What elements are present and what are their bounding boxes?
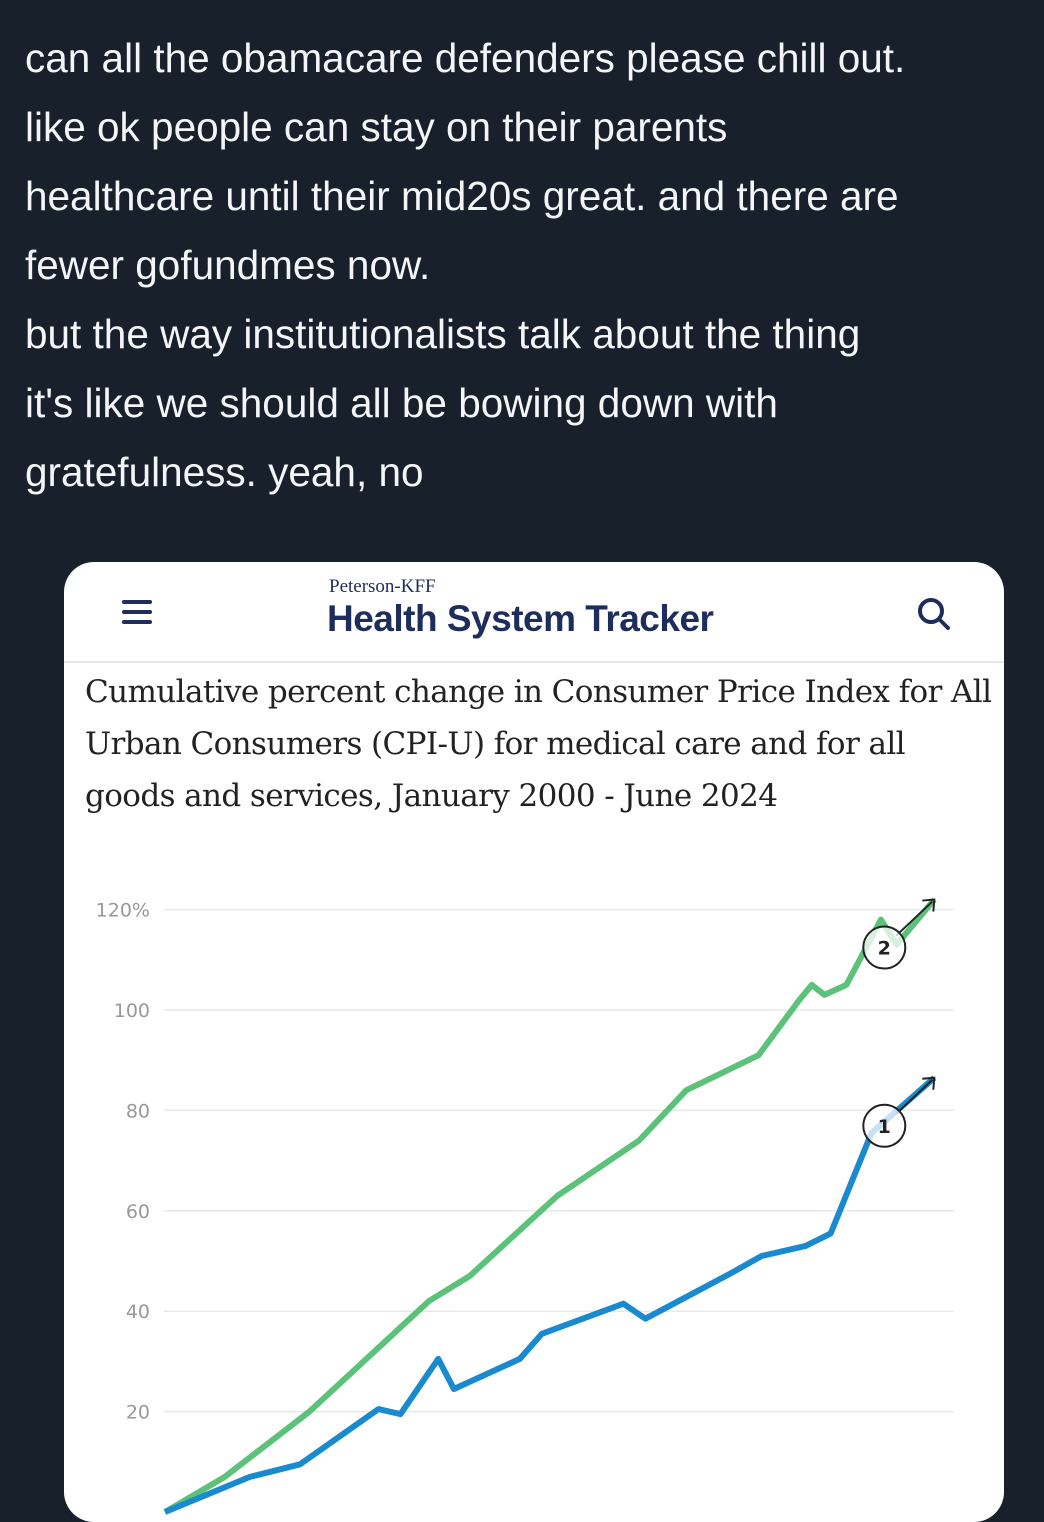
annotation-arrow [895, 1079, 933, 1115]
tweet-line: can all the obamacare defenders please c… [25, 35, 906, 81]
brand-logo[interactable]: Health System Tracker [327, 598, 714, 639]
search-icon[interactable] [914, 594, 954, 634]
annotation-arrow [895, 900, 933, 937]
tweet-line: gratefulness. yeah, no [25, 449, 424, 495]
y-tick-label: 80 [126, 1100, 150, 1122]
hamburger-menu-icon[interactable] [122, 600, 152, 630]
tweet-image-card[interactable]: Peterson-KFF Health System Tracker Cumul… [64, 562, 1004, 1522]
annotation-marker [862, 925, 907, 970]
annotation-marker [862, 1103, 907, 1148]
series-line-1 [163, 1075, 937, 1515]
tweet-line: fewer gofundmes now. [25, 242, 431, 288]
y-tick-label: 60 [126, 1201, 150, 1223]
tweet-line: it's like we should all be bowing down w… [25, 380, 778, 426]
y-tick-label: 40 [126, 1301, 150, 1323]
y-tick-label: 120% [96, 900, 150, 922]
arrowhead [922, 898, 936, 912]
arrowhead [922, 1076, 936, 1090]
annotation-number: 2 [878, 938, 891, 960]
series-line-2 [163, 897, 937, 1515]
tweet-line: healthcare until their mid20s great. and… [25, 173, 899, 219]
annotation-number: 1 [878, 1116, 891, 1138]
tweet-line: but the way institutionalists talk about… [25, 311, 861, 357]
y-tick-label: 100 [114, 1000, 150, 1022]
site-header: Peterson-KFF Health System Tracker [64, 562, 1004, 663]
tweet-line: like ok people can stay on their parents [25, 104, 728, 150]
brand-subtitle: Peterson-KFF [329, 576, 436, 597]
tweet-text: can all the obamacare defenders please c… [25, 24, 1040, 507]
chart-title: Cumulative percent change in Consumer Pr… [85, 674, 992, 814]
line-chart: 120% 100 80 60 40 20 2 1 [96, 897, 954, 1515]
y-tick-label: 20 [126, 1402, 150, 1424]
